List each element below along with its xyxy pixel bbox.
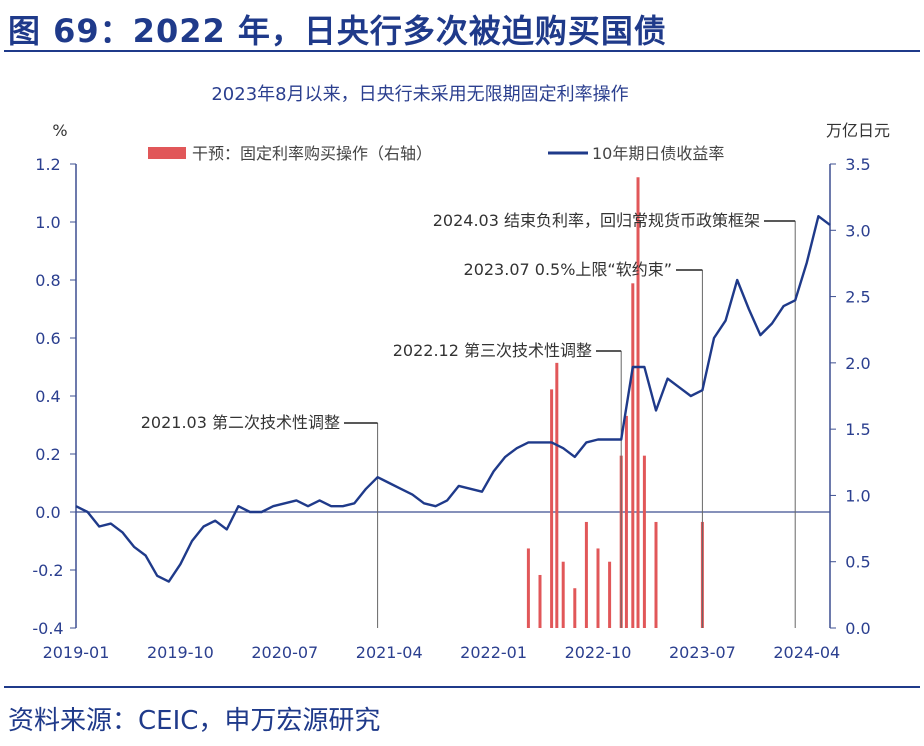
legend-bar-label: 干预：固定利率购买操作（右轴） [192,144,432,163]
intervention-bar [573,588,577,628]
legend-bar-swatch [148,147,186,159]
yield-line [75,214,831,583]
intervention-bar [596,548,600,628]
x-tick-label: 2019-01 [43,643,110,662]
intervention-bar [624,415,628,628]
intervention-bar [608,561,612,628]
legend-line-label: 10年期日债收益率 [592,144,724,163]
annotation-label: 2021.03 第二次技术性调整 [141,413,340,432]
intervention-bar [550,389,554,628]
intervention-bar [654,521,658,628]
x-tick-label: 2022-01 [460,643,527,662]
legend: 干预：固定利率购买操作（右轴） 10年期日债收益率 [148,144,724,163]
x-tick-label: 2019-10 [147,643,214,662]
intervention-bar [561,561,565,628]
right-tick-label: 3.0 [845,221,870,240]
right-tick-label: 2.5 [845,288,870,307]
annotation-label: 2023.07 0.5%上限“软约束” [464,260,672,279]
x-tick-label: 2021-04 [356,643,423,662]
intervention-bar [631,283,635,628]
left-tick-label: 0.0 [35,503,60,522]
intervention-bar [555,362,559,628]
intervention-bar [642,455,646,628]
footer-rule [4,686,920,688]
x-tick-label: 2024-04 [773,643,840,662]
annotation-label: 2024.03 结束负利率，回归常规货币政策框架 [433,211,760,230]
left-tick-label: 0.6 [35,329,60,348]
right-axis-unit: 万亿日元 [826,121,890,140]
left-tick-label: -0.4 [32,619,63,638]
intervention-bar [636,177,640,628]
left-tick-label: 0.2 [35,445,60,464]
source-note: 资料来源：CEIC，申万宏源研究 [8,706,381,736]
left-tick-label: 1.2 [35,155,60,174]
right-tick-label: 2.0 [845,354,870,373]
left-tick-label: -0.2 [32,561,63,580]
chart-title: 2023年8月以来，日央行未采用无限期固定利率操作 [211,84,628,105]
x-tick-label: 2023-07 [669,643,736,662]
left-tick-label: 1.0 [35,213,60,232]
left-tick-label: 0.4 [35,387,60,406]
figure-title: 图 69：2022 年，日央行多次被迫购买国债 [8,12,667,50]
intervention-bar [538,574,542,628]
intervention-bar [584,521,588,628]
chart-canvas: 2023年8月以来，日央行未采用无限期固定利率操作 % 万亿日元 干预：固定利率… [32,84,890,662]
right-tick-label: 0.0 [845,619,870,638]
x-tick-label: 2020-07 [251,643,318,662]
right-tick-label: 1.0 [845,486,870,505]
left-axis-unit: % [52,121,67,140]
left-tick-label: 0.8 [35,271,60,290]
title-rule [4,50,920,52]
intervention-bar [526,548,530,628]
x-tick-label: 2022-10 [565,643,632,662]
right-tick-label: 0.5 [845,553,870,572]
annotation-label: 2022.12 第三次技术性调整 [393,341,592,360]
right-tick-label: 3.5 [845,155,870,174]
right-tick-label: 1.5 [845,420,870,439]
